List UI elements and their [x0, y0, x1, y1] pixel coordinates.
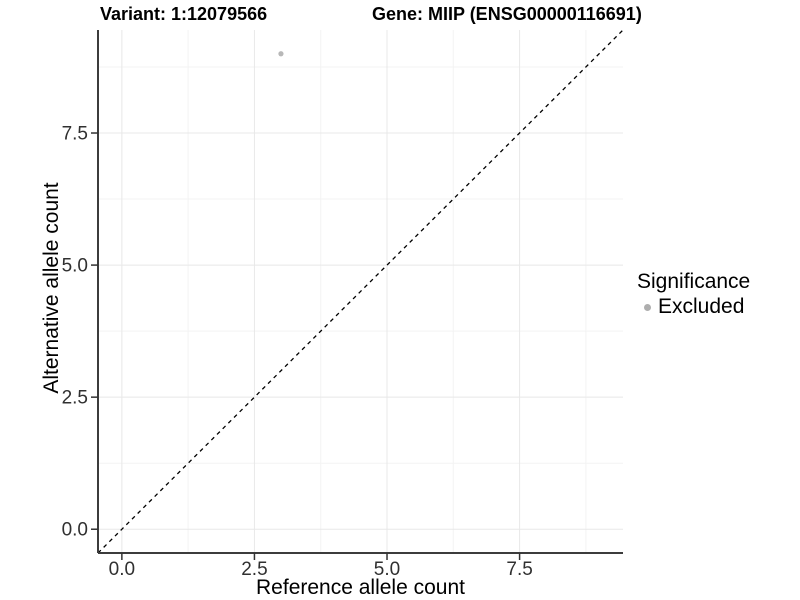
legend-label: Excluded [658, 295, 745, 318]
identity-reference-line [97, 29, 624, 554]
x-tick-label: 7.5 [506, 559, 532, 580]
x-axis-title: Reference allele count [256, 576, 465, 599]
legend: Significance Excluded [637, 270, 750, 319]
data-point [278, 51, 284, 57]
y-tick-label: 0.0 [62, 520, 88, 541]
y-tick-label: 5.0 [62, 256, 88, 277]
variant-title: Variant: 1:12079566 [100, 4, 268, 24]
gene-title: Gene: MIIP (ENSG00000116691) [372, 4, 642, 24]
legend-title: Significance [637, 270, 751, 293]
x-tick-label: 5.0 [374, 559, 400, 580]
y-tick-label: 7.5 [62, 124, 88, 145]
y-tick-label: 2.5 [62, 388, 88, 409]
y-axis-title: Alternative allele count [40, 182, 63, 394]
x-tick-label: 0.0 [109, 559, 135, 580]
legend-item: Excluded [637, 295, 750, 319]
x-tick-label: 2.5 [241, 559, 267, 580]
excluded-point-icon [644, 303, 651, 311]
